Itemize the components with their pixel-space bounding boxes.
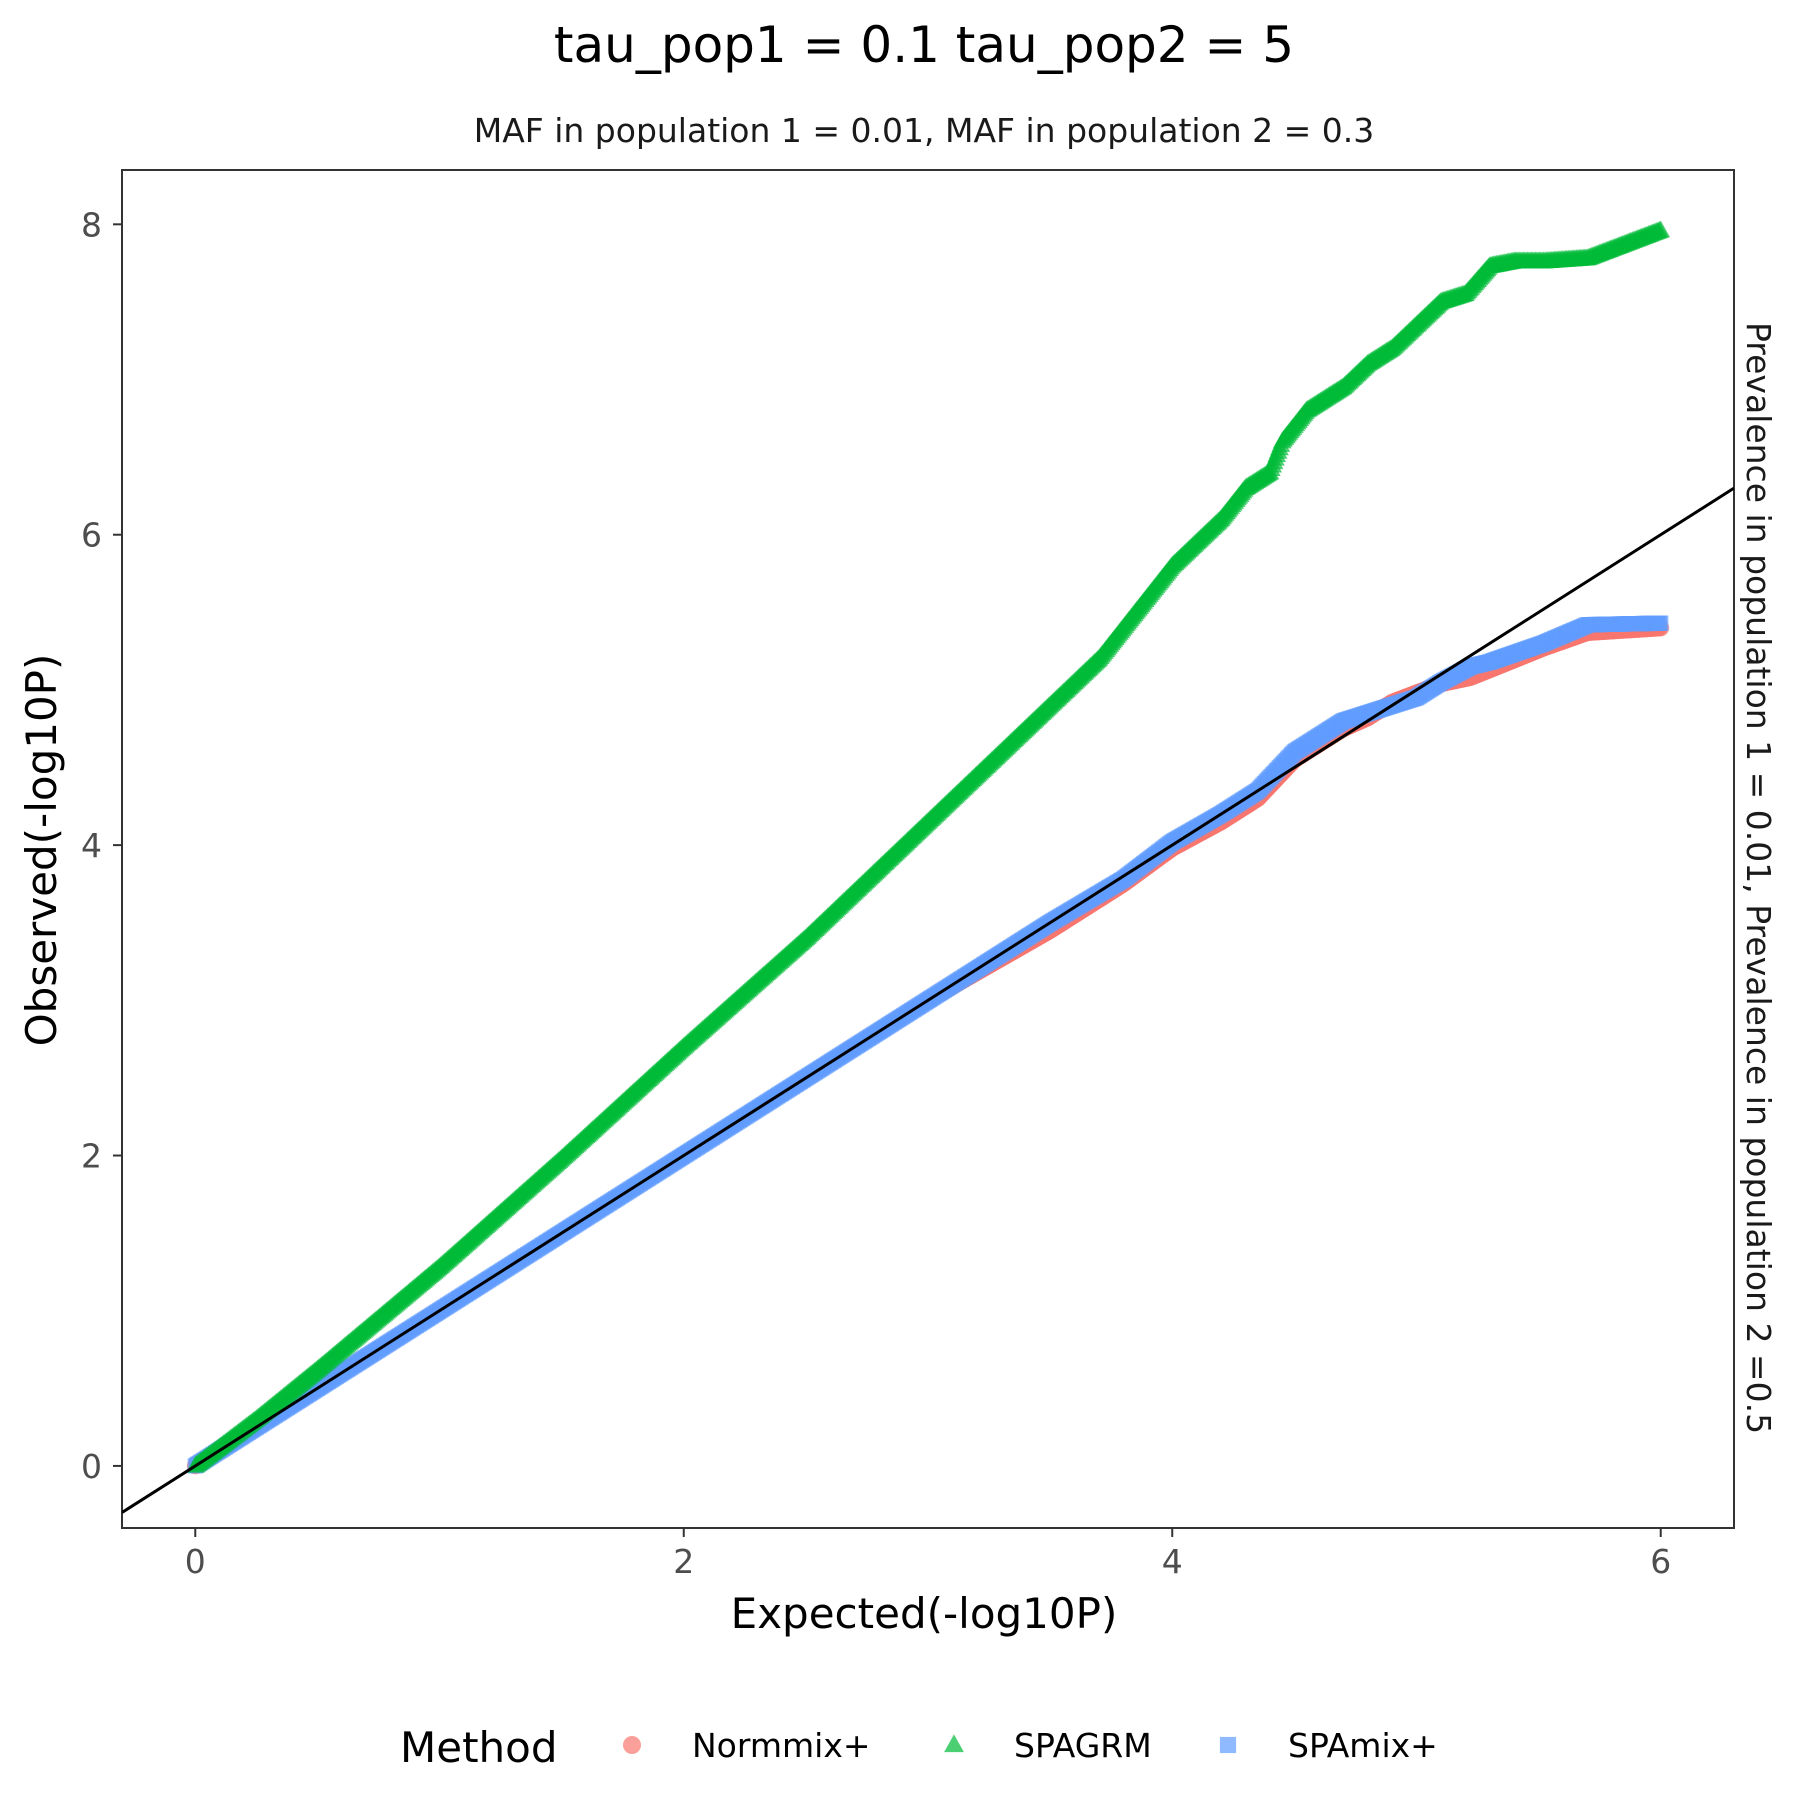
facet-strip-label: Prevalence in population 1 = 0.01, Preva… [1739, 322, 1778, 1434]
x-tick-label: 4 [1162, 1542, 1183, 1581]
x-axis-label: Expected(-log10P) [731, 1589, 1118, 1638]
legend-key-normmix- [623, 1736, 641, 1754]
chart-title: tau_pop1 = 0.1 tau_pop2 = 5 [554, 16, 1294, 74]
y-tick-label: 4 [81, 826, 102, 865]
y-tick-label: 0 [81, 1447, 102, 1486]
legend-item-spagrm: SPAGRM [944, 1726, 1152, 1765]
chart-subtitle: MAF in population 1 = 0.01, MAF in popul… [474, 111, 1375, 150]
legend-item-spamix-: SPAmix+ [1219, 1726, 1438, 1765]
y-axis-label: Observed(-log10P) [17, 654, 66, 1047]
x-tick-label: 2 [673, 1542, 694, 1581]
legend: Method Normmix+ SPAGRM SPAmix+ [400, 1723, 1438, 1772]
x-tick-label: 0 [185, 1542, 206, 1581]
y-tick-label: 8 [81, 205, 102, 244]
y-tick-label: 2 [81, 1137, 102, 1176]
legend-label-spagrm: SPAGRM [1014, 1726, 1152, 1765]
legend-item-normmix-: Normmix+ [623, 1726, 871, 1765]
plot-panel: 0 2 4 6 0 2 4 6 8 [81, 169, 1735, 1581]
data-point-spamix- [1653, 615, 1669, 631]
data-point-spagrm [1651, 220, 1671, 238]
series-spagrm [185, 220, 1671, 1473]
legend-key-spamix- [1219, 1736, 1237, 1754]
y-tick-label: 6 [81, 516, 102, 555]
legend-title: Method [400, 1723, 558, 1772]
legend-label-normmix-: Normmix+ [692, 1726, 871, 1765]
legend-label-spamix-: SPAmix+ [1288, 1726, 1438, 1765]
x-tick-label: 6 [1650, 1542, 1671, 1581]
plot-data-area [122, 220, 1734, 1514]
legend-key-spagrm [944, 1734, 964, 1753]
reference-line [122, 486, 1734, 1514]
